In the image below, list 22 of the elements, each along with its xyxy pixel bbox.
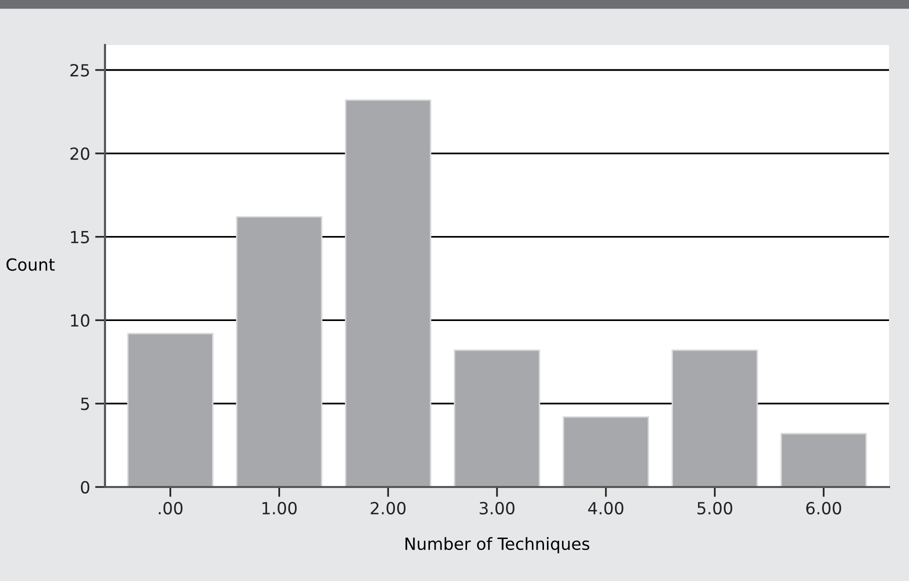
bar: [236, 216, 322, 487]
x-tick-label: 1.00: [262, 502, 297, 514]
x-tick-label: 4.00: [588, 502, 624, 514]
bar: [562, 416, 650, 487]
y-tick-label: 10: [71, 314, 90, 327]
y-tick-label: 15: [71, 230, 89, 244]
bar: [672, 350, 758, 487]
bar: [780, 432, 867, 487]
y-tick-label: 0: [80, 480, 90, 494]
x-tick-label: 5.00: [698, 502, 732, 514]
y-tick-label: 20: [70, 147, 90, 160]
x-tick-label: 2.00: [370, 502, 406, 514]
x-tick-label: 3.00: [480, 502, 514, 514]
y-tick-label: 25: [70, 64, 89, 77]
x-tick-label: 6.00: [806, 502, 842, 514]
y-axis-title: Count: [6, 258, 55, 271]
bar: [127, 332, 214, 487]
bar: [344, 99, 432, 487]
x-axis-title: Number of Techniques: [406, 537, 590, 554]
y-tick-label: 5: [81, 398, 89, 410]
bar: [454, 350, 540, 487]
x-tick-label: .00: [158, 502, 182, 514]
